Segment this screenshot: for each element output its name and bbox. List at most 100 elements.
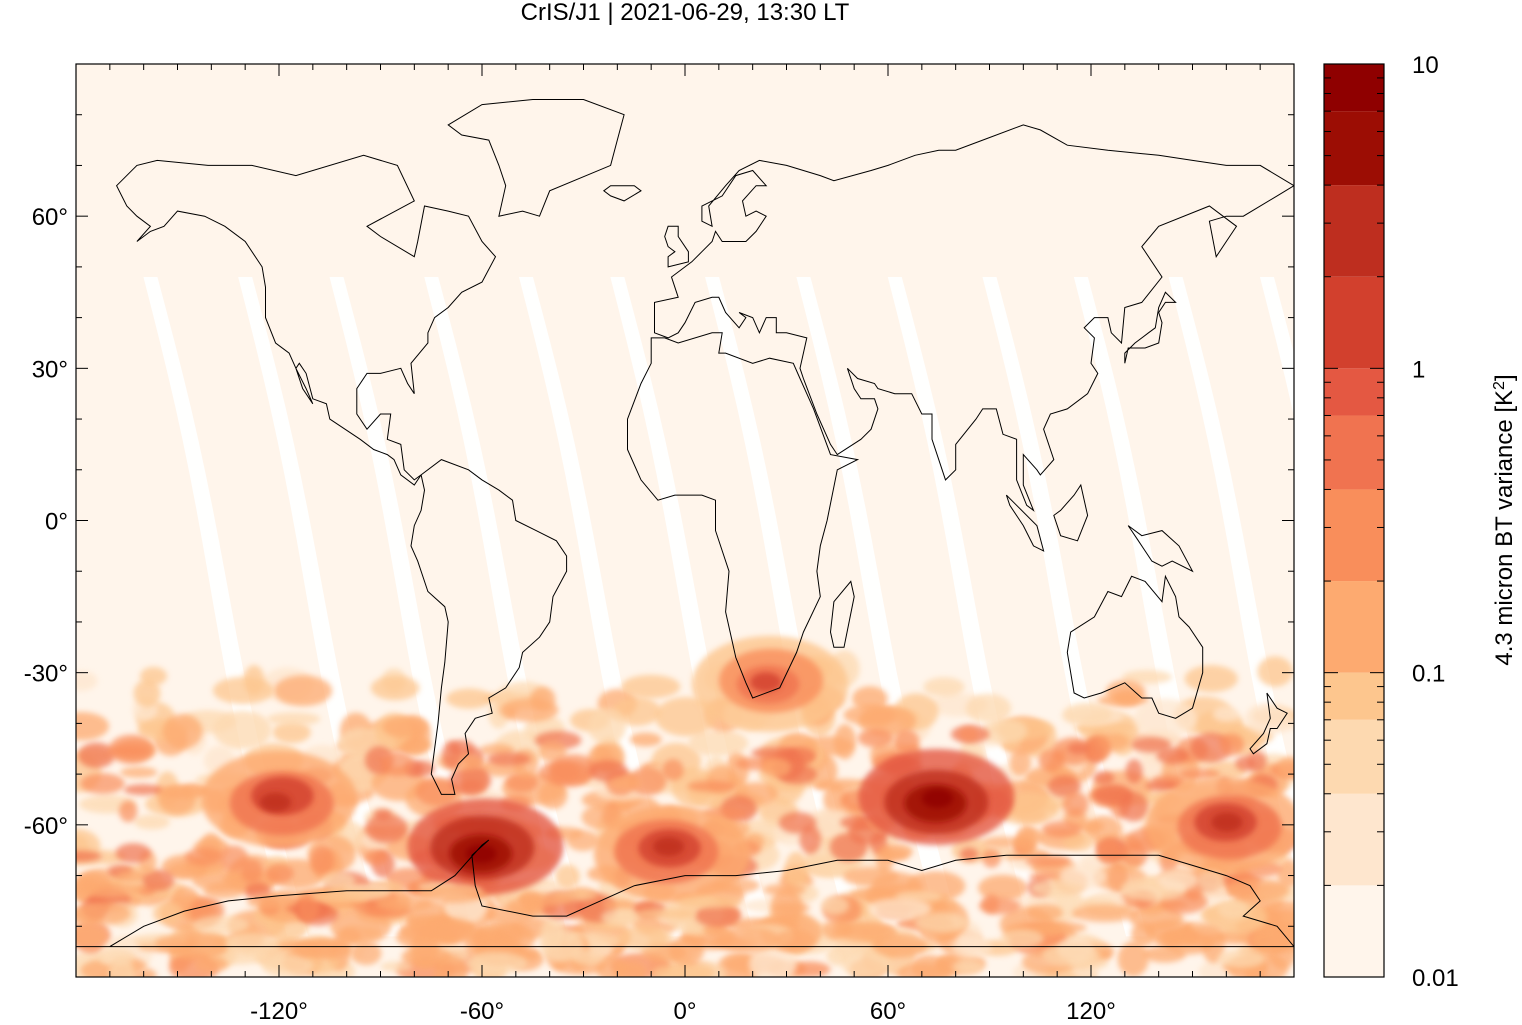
variance-cell	[330, 907, 392, 944]
coastline-new-guinea	[1127, 525, 1194, 573]
variance-cell	[763, 883, 806, 896]
x-tick-label: 120°	[1066, 998, 1116, 1020]
variance-hotspot	[750, 672, 782, 692]
variance-field	[76, 635, 1294, 977]
variance-cell	[1000, 929, 1044, 948]
variance-cell	[1071, 904, 1138, 923]
variance-cell	[838, 921, 897, 943]
variance-cell	[162, 713, 203, 750]
variance-cell	[959, 847, 979, 861]
colorbar-axis: 10 1 0.1 0.01	[1324, 52, 1459, 992]
variance-cell	[688, 729, 749, 757]
swath-gap	[143, 277, 309, 937]
variance-cell	[76, 712, 109, 741]
variance-cell	[636, 908, 697, 919]
colorbar-segment	[1324, 64, 1384, 112]
variance-cell	[687, 780, 736, 792]
variance-cell	[1212, 706, 1240, 722]
variance-cell	[1025, 855, 1072, 868]
colorbar-segment	[1324, 885, 1384, 977]
swath-gap	[329, 277, 495, 937]
variance-cell	[76, 882, 143, 898]
variance-cell	[518, 892, 572, 906]
variance-cell	[1216, 930, 1251, 945]
variance-cell	[142, 869, 175, 891]
colorbar-tick-label: 1	[1412, 356, 1425, 383]
colorbar-tick-label: 0.1	[1412, 661, 1445, 688]
variance-cell	[842, 867, 899, 887]
variance-cell	[555, 864, 580, 889]
variance-cell	[1179, 768, 1221, 780]
variance-cell	[748, 945, 797, 977]
x-tick-label: 60°	[870, 998, 906, 1020]
variance-cell	[96, 948, 135, 966]
variance-cell	[76, 902, 131, 925]
variance-hotspot	[259, 792, 292, 812]
variance-cell	[225, 932, 276, 955]
variance-cell	[292, 939, 341, 958]
variance-cell	[1157, 869, 1199, 891]
variance-cell	[1131, 736, 1171, 753]
variance-cell	[448, 765, 492, 795]
variance-cell	[1125, 758, 1143, 784]
swath-gap	[705, 277, 870, 937]
colorbar-segment	[1324, 415, 1384, 490]
coastline-borneo	[1053, 483, 1089, 542]
variance-cell	[168, 861, 208, 878]
variance-cell	[1117, 941, 1149, 977]
variance-cell	[1030, 879, 1085, 897]
colorbar-segment	[1324, 489, 1384, 582]
swath-gap	[887, 277, 1053, 937]
colorbar-segment	[1324, 368, 1384, 416]
variance-cell	[1034, 921, 1087, 934]
coastline-indonesia	[1005, 494, 1045, 552]
variance-cell	[820, 896, 850, 915]
variance-cell	[530, 686, 556, 712]
variance-cell	[1114, 689, 1141, 705]
variance-cell	[370, 675, 420, 701]
variance-cell	[433, 918, 476, 945]
coastline-antarctica	[76, 839, 1294, 948]
x-tick-label: -60°	[460, 998, 504, 1020]
variance-cell	[1042, 943, 1100, 967]
variance-cell	[1038, 749, 1064, 772]
variance-cell	[140, 666, 168, 686]
variance-cell	[662, 759, 684, 781]
variance-cell	[1217, 949, 1266, 968]
variance-cell	[1093, 771, 1115, 785]
variance-cell	[1062, 791, 1089, 817]
variance-cell	[446, 688, 493, 709]
variance-cell	[364, 849, 389, 866]
x-tick-label: -120°	[250, 998, 308, 1020]
coastline-europe-asia	[654, 124, 1294, 512]
variance-cell	[1277, 858, 1294, 890]
coastline-australia	[1066, 574, 1204, 719]
variance-cell	[365, 813, 408, 843]
variance-cell	[1041, 820, 1082, 838]
variance-cell	[1244, 702, 1292, 735]
variance-cell	[117, 870, 148, 883]
variance-cell	[1134, 698, 1197, 739]
variance-cell	[76, 924, 107, 947]
colorbar-segment	[1324, 185, 1384, 277]
colorbar-frame	[1323, 63, 1385, 978]
variance-cell	[380, 751, 414, 777]
variance-cell	[588, 707, 627, 745]
variance-cell	[784, 851, 808, 890]
variance-cell	[1184, 665, 1238, 693]
variance-cell	[419, 884, 486, 904]
variance-cell	[1067, 742, 1090, 755]
colorbar-segment	[1324, 111, 1384, 186]
variance-cell	[107, 746, 150, 757]
variance-cell	[119, 800, 138, 823]
variance-cell	[1145, 780, 1179, 792]
variance-cell	[572, 949, 605, 965]
variance-cell	[857, 728, 894, 748]
variance-cell	[194, 956, 228, 973]
variance-cell	[716, 926, 780, 953]
variance-cell	[603, 899, 641, 911]
variance-cell	[184, 847, 224, 866]
variance-cell	[897, 963, 952, 977]
variance-cell	[380, 961, 413, 972]
